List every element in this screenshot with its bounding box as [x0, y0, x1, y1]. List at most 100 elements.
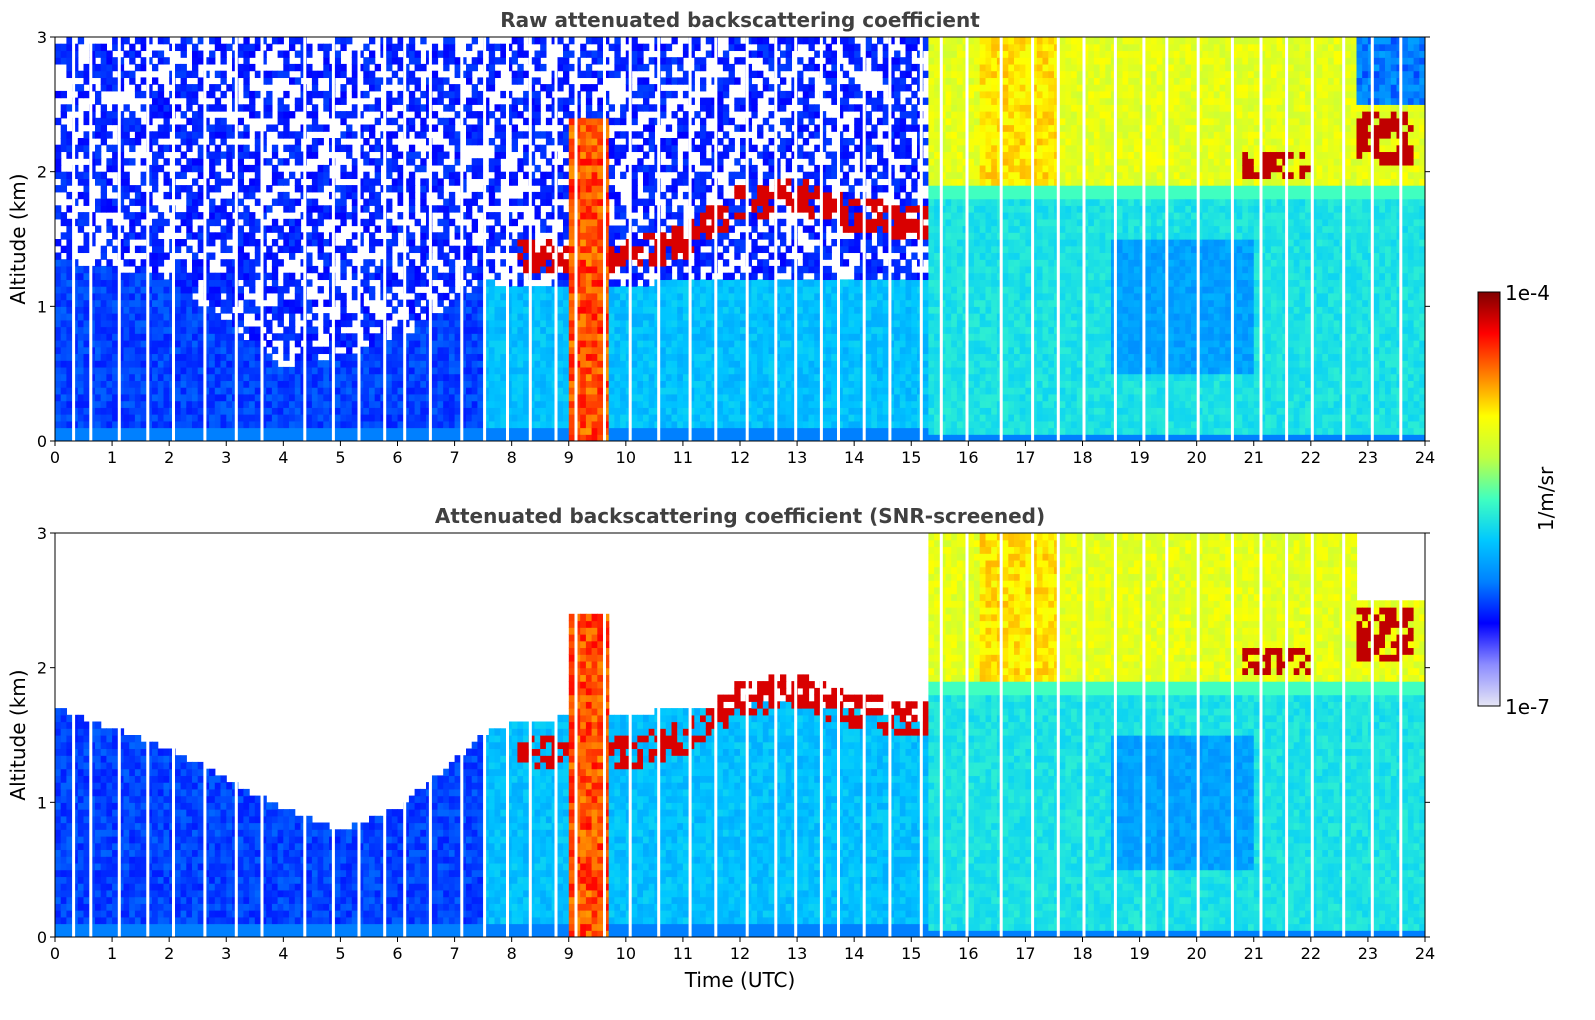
heatmap-cell: [66, 50, 73, 58]
heatmap-cell: [460, 245, 467, 254]
heatmap-cell: [620, 104, 627, 112]
heatmap-cell: [408, 306, 416, 314]
heatmap-cell: [283, 218, 290, 227]
heatmap-cell: [460, 212, 467, 220]
heatmap-cell: [403, 366, 410, 375]
heatmap-cell: [528, 57, 536, 65]
heatmap-cell: [363, 414, 370, 422]
heatmap-cell: [688, 414, 695, 422]
heatmap-cell: [374, 117, 382, 126]
heatmap-cell: [471, 420, 479, 429]
heatmap-cell: [283, 131, 290, 139]
heatmap-cell: [100, 117, 108, 126]
heatmap-cell: [665, 286, 673, 294]
heatmap-cell: [568, 225, 576, 233]
heatmap-cell: [705, 205, 713, 213]
heatmap-cell: [631, 178, 638, 186]
heatmap-cell: [283, 245, 290, 254]
heatmap-cell: [523, 393, 530, 402]
heatmap-cell: [665, 245, 673, 254]
heatmap-cell: [323, 360, 330, 368]
heatmap-cell: [123, 131, 130, 139]
heatmap-cell: [117, 171, 125, 180]
heatmap-cell: [157, 279, 165, 287]
heatmap-cell: [563, 138, 570, 146]
heatmap-cell: [705, 393, 713, 402]
heatmap-cell: [174, 259, 182, 267]
heatmap-cell: [414, 97, 421, 105]
heatmap-cell: [671, 299, 678, 307]
heatmap-cell: [220, 77, 227, 85]
heatmap-cell: [682, 407, 690, 415]
heatmap-cell: [488, 239, 496, 247]
heatmap-cell: [700, 225, 707, 233]
heatmap-cell: [254, 245, 262, 254]
heatmap-cell: [671, 420, 678, 429]
heatmap-cell: [694, 144, 701, 153]
heatmap-cell: [483, 427, 490, 435]
heatmap-cell: [203, 144, 210, 153]
heatmap-cell: [466, 340, 473, 348]
heatmap-cell: [694, 185, 701, 193]
heatmap-cell: [443, 420, 450, 429]
heatmap-cell: [243, 232, 250, 240]
heatmap-cell: [597, 272, 604, 281]
heatmap-cell: [523, 286, 530, 294]
heatmap-cell: [585, 393, 593, 402]
heatmap-cell: [83, 178, 90, 186]
heatmap-cell: [431, 77, 439, 85]
heatmap-cell: [414, 353, 421, 361]
heatmap-cell: [477, 427, 484, 435]
heatmap-cell: [89, 306, 96, 314]
heatmap-cell: [157, 245, 165, 254]
heatmap-cell: [83, 434, 90, 441]
heatmap-cell: [511, 420, 519, 429]
heatmap-cell: [671, 77, 678, 85]
heatmap-cell: [277, 259, 284, 267]
heatmap-cell: [454, 407, 461, 415]
heatmap-cell: [134, 333, 142, 341]
heatmap-cell: [677, 77, 684, 85]
heatmap-cell: [283, 239, 290, 247]
heatmap-cell: [283, 232, 290, 240]
heatmap-cell: [289, 373, 296, 382]
heatmap-cell: [192, 124, 199, 132]
heatmap-cell: [254, 70, 262, 79]
heatmap-cell: [420, 340, 427, 348]
heatmap-cell: [60, 286, 68, 294]
heatmap-cell: [369, 272, 376, 281]
heatmap-cell: [420, 292, 427, 301]
heatmap-cell: [648, 306, 656, 314]
heatmap-cell: [306, 380, 313, 388]
heatmap-cell: [597, 77, 604, 85]
heatmap-cell: [89, 387, 96, 395]
heatmap-cell: [134, 340, 142, 348]
heatmap-cell: [608, 70, 616, 79]
heatmap-cell: [220, 434, 227, 441]
heatmap-cell: [106, 420, 113, 429]
heatmap-cell: [83, 427, 90, 435]
heatmap-cell: [414, 407, 421, 415]
heatmap-cell: [197, 104, 205, 112]
heatmap-cell: [614, 434, 621, 441]
heatmap-cell: [705, 252, 713, 260]
heatmap-cell: [694, 333, 701, 341]
heatmap-cell: [677, 434, 684, 441]
heatmap-cell: [152, 393, 159, 402]
heatmap-cell: [460, 326, 467, 334]
heatmap-cell: [500, 360, 507, 368]
heatmap-cell: [700, 171, 707, 180]
heatmap-cell: [408, 380, 416, 388]
heatmap-cell: [488, 393, 496, 402]
heatmap-cell: [100, 57, 108, 65]
heatmap-cell: [585, 319, 593, 328]
heatmap-cell: [665, 319, 673, 328]
heatmap-cell: [294, 198, 302, 206]
heatmap-cell: [631, 366, 638, 375]
heatmap-cell: [437, 252, 444, 260]
heatmap-cell: [494, 299, 501, 307]
heatmap-cell: [249, 393, 256, 402]
heatmap-cell: [443, 57, 450, 65]
heatmap-cell: [186, 131, 193, 139]
heatmap-cell: [454, 97, 461, 105]
